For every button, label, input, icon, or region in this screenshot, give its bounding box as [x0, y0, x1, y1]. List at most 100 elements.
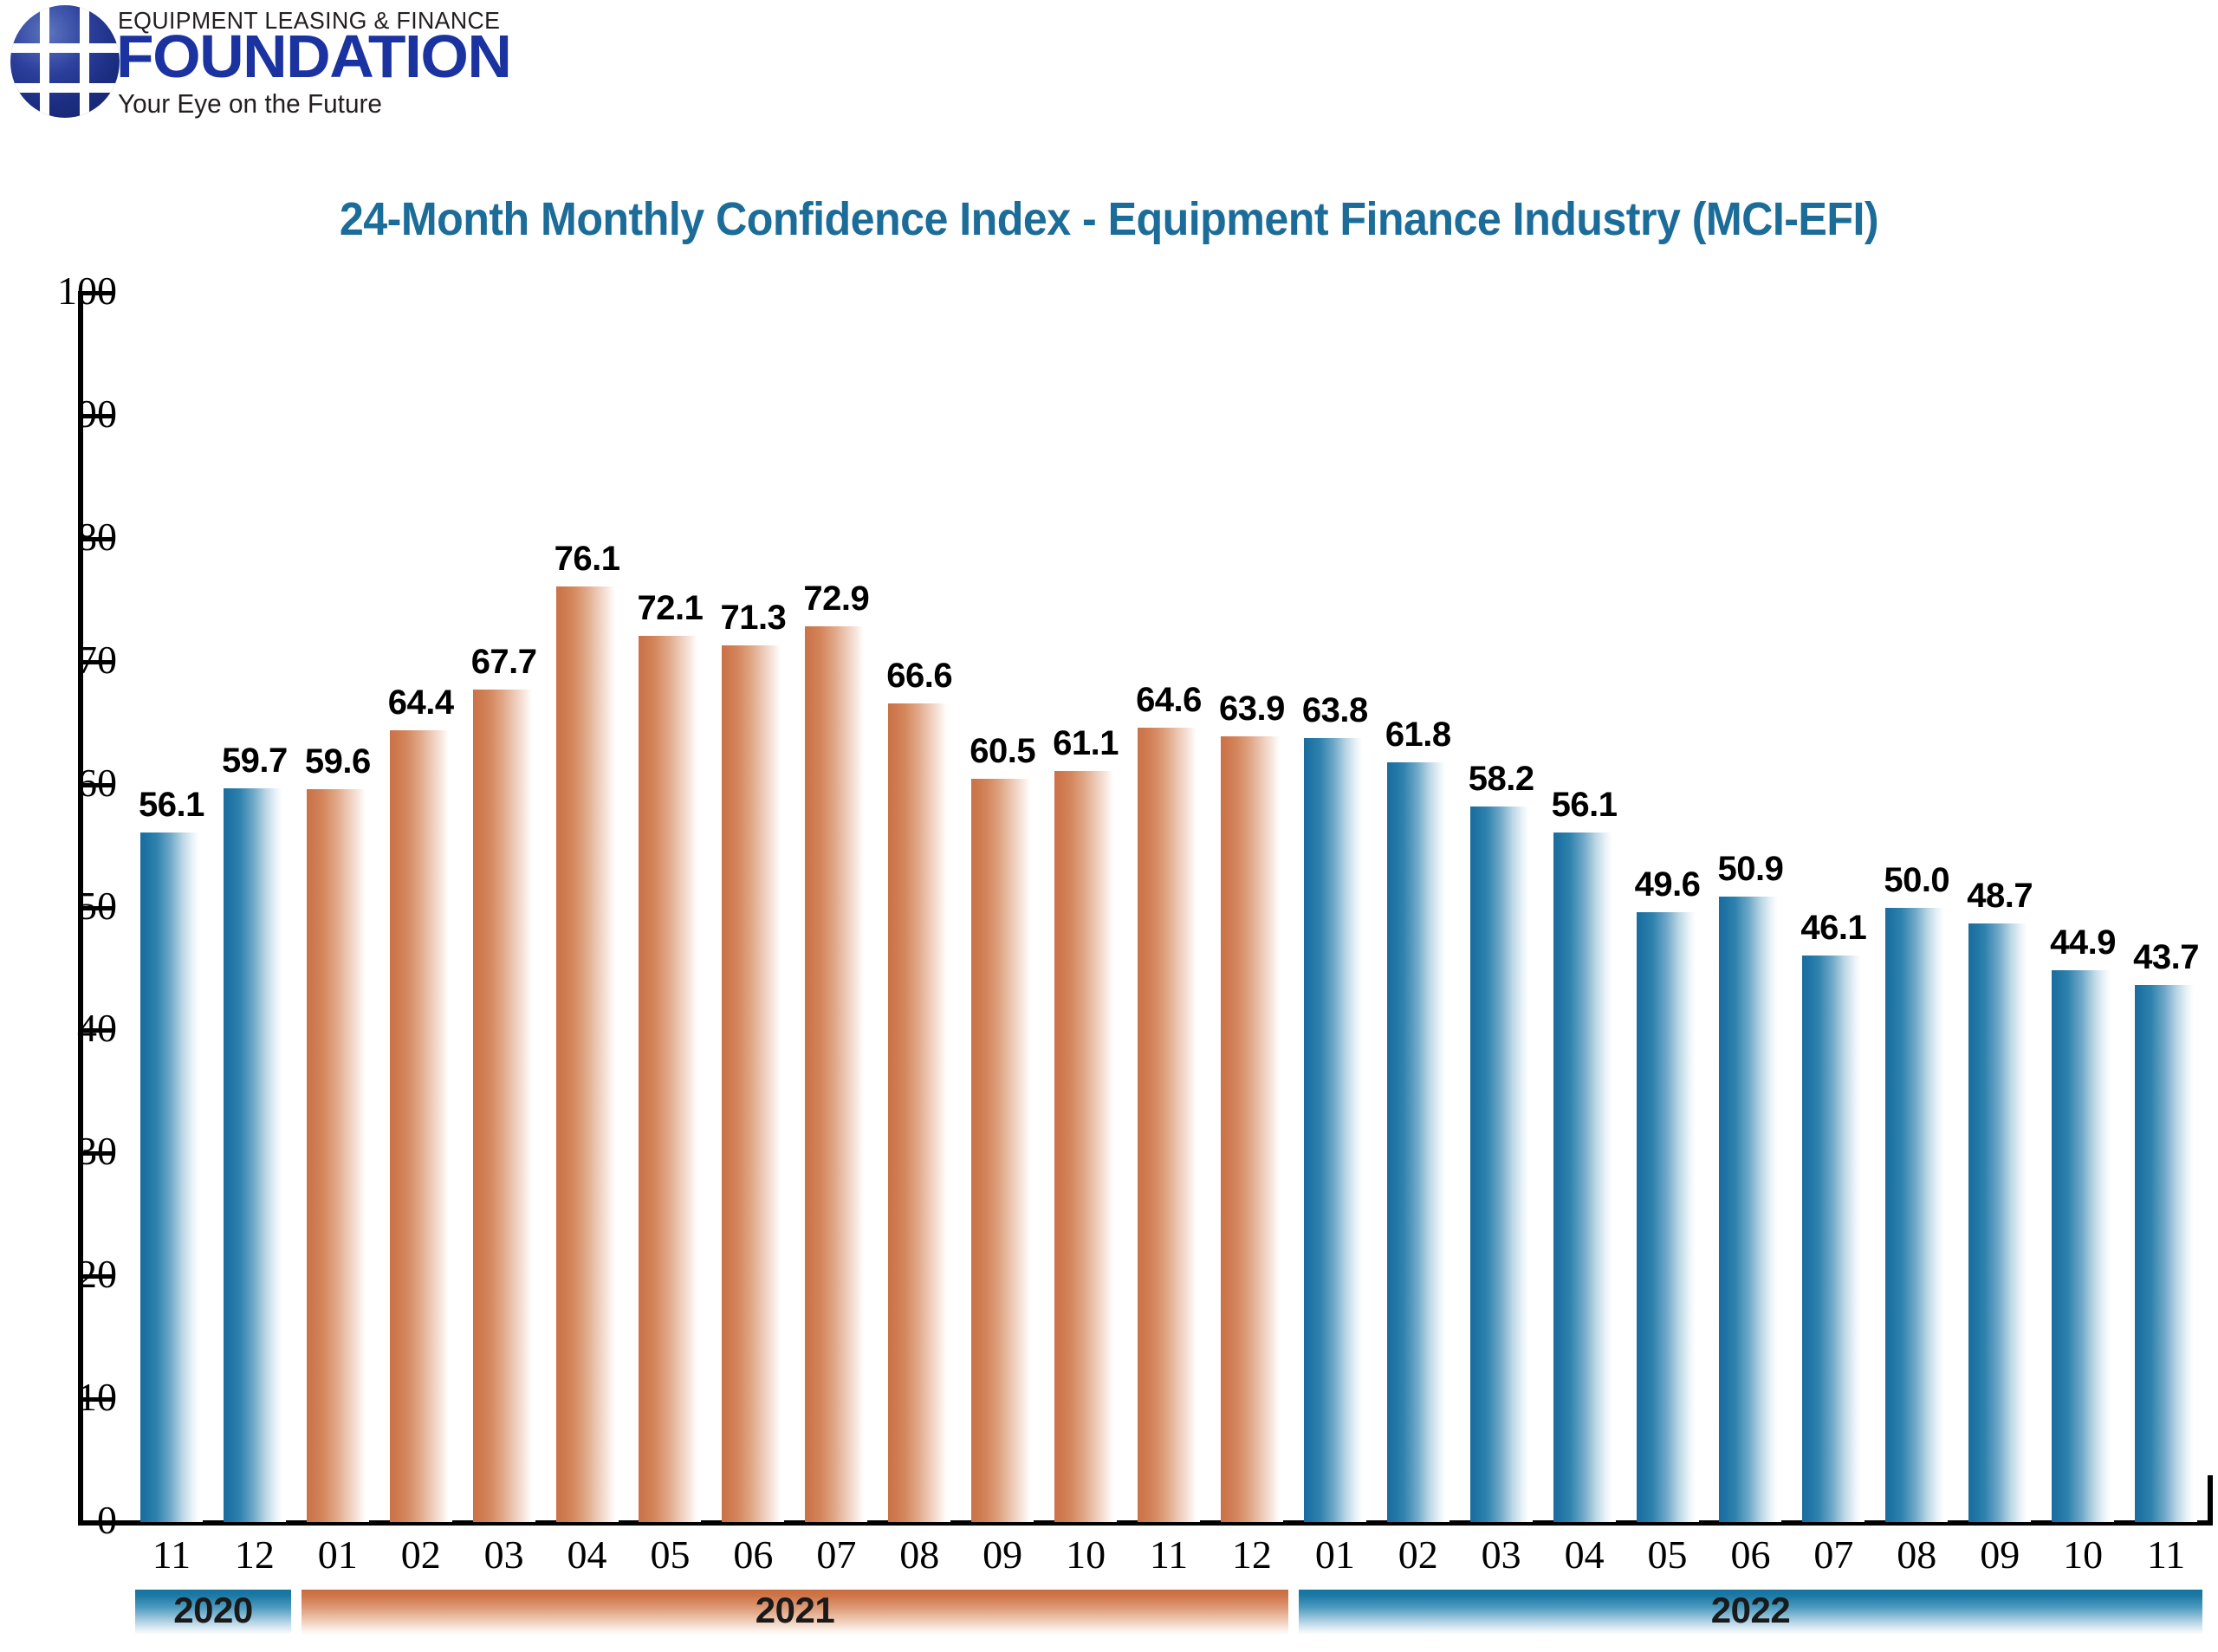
x-axis-month-label: 02	[400, 1532, 441, 1577]
bar[interactable]	[639, 635, 701, 1522]
x-axis-month-label: 05	[1647, 1532, 1688, 1577]
x-axis-line	[78, 1520, 2213, 1526]
y-axis-tick	[83, 1274, 114, 1279]
bar[interactable]	[1221, 736, 1283, 1522]
bar[interactable]	[1802, 955, 1865, 1522]
x-axis-month-label: 10	[1066, 1532, 1106, 1577]
bar[interactable]	[140, 832, 203, 1522]
y-axis-tick-label: 70	[77, 637, 117, 682]
x-axis-month-label: 08	[1897, 1532, 1937, 1577]
x-axis-month-label: 07	[1813, 1532, 1854, 1577]
bar[interactable]	[2052, 969, 2114, 1522]
y-axis-tick	[83, 1397, 114, 1403]
year-band-label: 2022	[1710, 1590, 1791, 1630]
bar[interactable]	[805, 625, 867, 1522]
y-axis-tick-label: 10	[77, 1375, 117, 1420]
x-axis-month-label: 11	[2146, 1532, 2186, 1577]
x-axis-month-label: 08	[899, 1532, 940, 1577]
bar-value-label: 58.2	[1468, 760, 1534, 799]
bar[interactable]	[1470, 807, 1533, 1522]
x-axis-month-label: 04	[1564, 1532, 1605, 1577]
x-axis-month-label: 09	[1980, 1532, 2020, 1577]
x-axis-month-label: 07	[816, 1532, 857, 1577]
y-axis-tick-label: 90	[77, 391, 117, 436]
x-axis-month-label: 06	[1730, 1532, 1771, 1577]
bar-value-label: 76.1	[554, 540, 620, 579]
logo-line-equipment-leasing-finance: EQUIPMENT LEASING & FINANCE	[118, 7, 501, 34]
bar-value-label: 50.9	[1717, 849, 1784, 888]
logo-line-foundation: FOUNDATION	[116, 23, 512, 90]
bar-value-label: 56.1	[1551, 785, 1618, 824]
y-axis-tick-label: 60	[77, 760, 117, 805]
year-band-label: 2020	[173, 1590, 253, 1630]
bar[interactable]	[1054, 770, 1117, 1522]
bar-value-label: 50.0	[1884, 860, 1950, 899]
bar[interactable]	[307, 789, 369, 1522]
year-band	[1299, 1590, 2202, 1635]
bar[interactable]	[1885, 907, 1948, 1522]
x-axis-month-label: 03	[483, 1532, 524, 1577]
bar[interactable]	[722, 645, 784, 1522]
y-axis-tick-label: 30	[77, 1129, 117, 1174]
bar[interactable]	[888, 703, 950, 1522]
bar[interactable]	[556, 586, 619, 1522]
bar-value-label: 64.4	[387, 683, 454, 722]
bar[interactable]	[1138, 728, 1200, 1522]
x-axis-month-label: 12	[1231, 1532, 1272, 1577]
y-axis-line	[78, 291, 83, 1526]
bar-value-label: 67.7	[470, 643, 537, 682]
y-axis-tick	[83, 659, 114, 664]
bar-value-label: 72.9	[803, 579, 870, 618]
bar[interactable]	[1553, 832, 1616, 1522]
x-axis-month-label: 09	[983, 1532, 1023, 1577]
bar-value-label: 63.9	[1218, 690, 1285, 729]
x-axis-month-label: 05	[650, 1532, 691, 1577]
x-axis-month-label: 12	[234, 1532, 275, 1577]
bar-value-label: 66.6	[886, 656, 953, 695]
x-axis-month-label: 04	[567, 1532, 607, 1577]
bar[interactable]	[1387, 762, 1449, 1522]
y-axis-tick	[83, 536, 114, 541]
bar[interactable]	[2135, 984, 2197, 1522]
x-axis-month-label: 10	[2063, 1532, 2104, 1577]
bar[interactable]	[1719, 896, 1781, 1522]
bar-value-label: 49.6	[1634, 865, 1701, 904]
y-axis-tick	[83, 1151, 114, 1156]
x-axis-month-label: 02	[1398, 1532, 1438, 1577]
bar-value-label: 46.1	[1800, 908, 1867, 947]
bar-value-label: 61.8	[1385, 716, 1451, 755]
bar[interactable]	[224, 787, 286, 1522]
y-axis-tick-label: 0	[97, 1498, 117, 1542]
x-axis-month-label: 01	[317, 1532, 358, 1577]
bar[interactable]	[1304, 737, 1366, 1522]
bar-value-label: 48.7	[1967, 876, 2033, 915]
bar[interactable]	[971, 778, 1034, 1522]
x-axis-end-tick	[2208, 1475, 2213, 1526]
bar-value-label: 44.9	[2050, 923, 2117, 962]
x-axis-month-label: 01	[1314, 1532, 1355, 1577]
bar-value-label: 59.6	[304, 742, 371, 781]
x-axis-month-label: 06	[733, 1532, 774, 1577]
bar[interactable]	[1637, 912, 1699, 1522]
year-band-label: 2021	[755, 1590, 835, 1630]
bar-value-label: 56.1	[139, 785, 204, 824]
y-axis-tick	[83, 413, 114, 418]
bar[interactable]	[390, 730, 452, 1522]
y-axis-tick-label: 40	[77, 1006, 117, 1051]
y-axis-tick	[83, 291, 114, 295]
bar-value-label: 64.6	[1136, 681, 1202, 720]
bar[interactable]	[1968, 923, 2031, 1522]
bar-value-label: 72.1	[637, 588, 704, 627]
bar-value-label: 59.7	[221, 741, 288, 780]
bar-value-label: 61.1	[1053, 723, 1119, 762]
year-band	[302, 1590, 1288, 1635]
x-axis-month-label: 03	[1481, 1532, 1521, 1577]
bar-value-label: 71.3	[720, 599, 787, 638]
x-axis-month-label: 11	[1149, 1532, 1189, 1577]
bar-value-label: 63.8	[1301, 690, 1368, 729]
bar[interactable]	[473, 690, 535, 1522]
bar-value-label: 60.5	[970, 731, 1036, 770]
chart-title: 24-Month Monthly Confidence Index - Equi…	[339, 193, 1879, 245]
y-axis-tick-label: 20	[77, 1252, 117, 1297]
